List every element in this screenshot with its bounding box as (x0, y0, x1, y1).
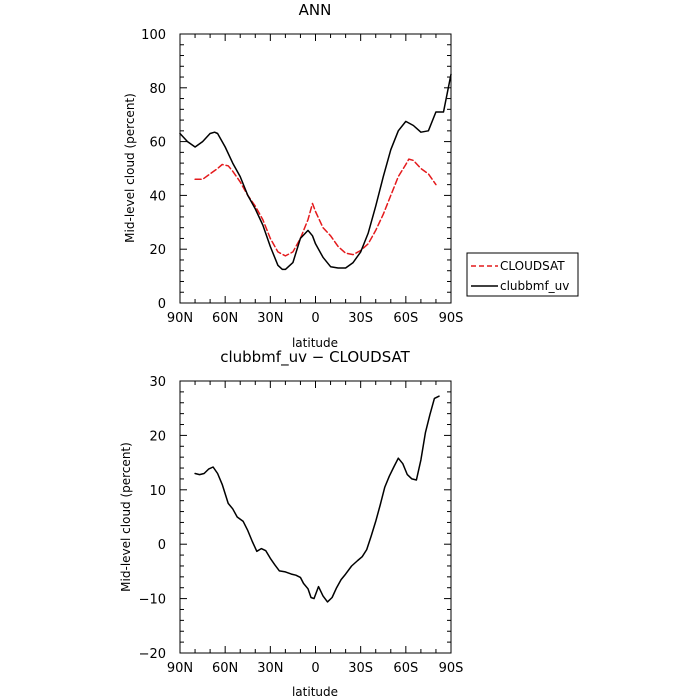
y-tick-label: 0 (158, 297, 166, 312)
y-tick-label: 40 (149, 189, 166, 204)
x-tick-label: 60S (393, 311, 418, 326)
x-tick-label: 60S (393, 661, 418, 676)
bottom-panel: clubbmf_uv − CLOUDSAT 90N 60N 30N 0 30S 60S 90… (119, 348, 463, 699)
legend-label-clubbmf-uv: clubbmf_uv (500, 279, 569, 293)
y-tick-label: −20 (139, 647, 166, 662)
top-x-tick-labels: 90N 60N 30N 0 30S 60S 90S (167, 311, 464, 326)
bottom-panel-title: clubbmf_uv − CLOUDSAT (220, 348, 410, 367)
y-tick-label: 20 (149, 243, 166, 258)
y-tick-label: 0 (158, 538, 166, 553)
x-tick-label: 90N (167, 661, 193, 676)
x-tick-label: 30N (257, 661, 283, 676)
series-line-clubbmf-uv (179, 73, 452, 271)
y-tick-label: 60 (149, 136, 166, 151)
legend-label-cloudsat: CLOUDSAT (500, 259, 565, 273)
x-tick-label: 30S (348, 661, 373, 676)
x-tick-label: 0 (311, 661, 319, 676)
series-line-difference-0 (194, 395, 440, 603)
bottom-y-tick-labels: −20 −10 0 10 20 30 (139, 375, 166, 662)
top-plot-frame (179, 33, 452, 304)
y-tick-label: 10 (149, 484, 166, 499)
x-tick-label: 90S (439, 311, 464, 326)
x-tick-label: 0 (311, 311, 319, 326)
y-tick-label: 20 (149, 429, 166, 444)
x-tick-label: 60N (212, 661, 238, 676)
top-panel-title: ANN (299, 1, 332, 19)
series-line-cloudsat (194, 158, 437, 257)
x-tick-label: 90S (439, 661, 464, 676)
top-y-tick-labels: 0 20 40 60 80 100 (141, 28, 166, 312)
top-x-axis-label: latitude (292, 336, 338, 350)
y-tick-label: 80 (149, 82, 166, 97)
top-y-axis-label: Mid-level cloud (percent) (123, 93, 137, 243)
y-tick-label: 30 (149, 375, 166, 390)
bottom-series-lines (194, 395, 440, 603)
x-tick-label: 30S (348, 311, 373, 326)
x-tick-label: 60N (212, 311, 238, 326)
top-ticks (179, 33, 452, 304)
legend: CLOUDSAT clubbmf_uv (466, 252, 579, 297)
y-tick-label: 100 (141, 28, 166, 43)
bottom-x-axis-label: latitude (292, 685, 338, 699)
x-tick-label: 90N (167, 311, 193, 326)
x-tick-label: 30N (257, 311, 283, 326)
legend-box (466, 252, 579, 297)
top-panel: ANN 90N 60N 30N 0 30S 60S 90S 0 20 40 60 80 100 lat… (123, 1, 463, 350)
y-tick-label: −10 (139, 593, 166, 608)
bottom-plot-frame (179, 380, 452, 654)
bottom-ticks (179, 380, 452, 654)
top-series-lines (179, 73, 452, 271)
bottom-y-axis-label: Mid-level cloud (percent) (119, 442, 133, 592)
bottom-x-tick-labels: 90N 60N 30N 0 30S 60S 90S (167, 661, 464, 676)
